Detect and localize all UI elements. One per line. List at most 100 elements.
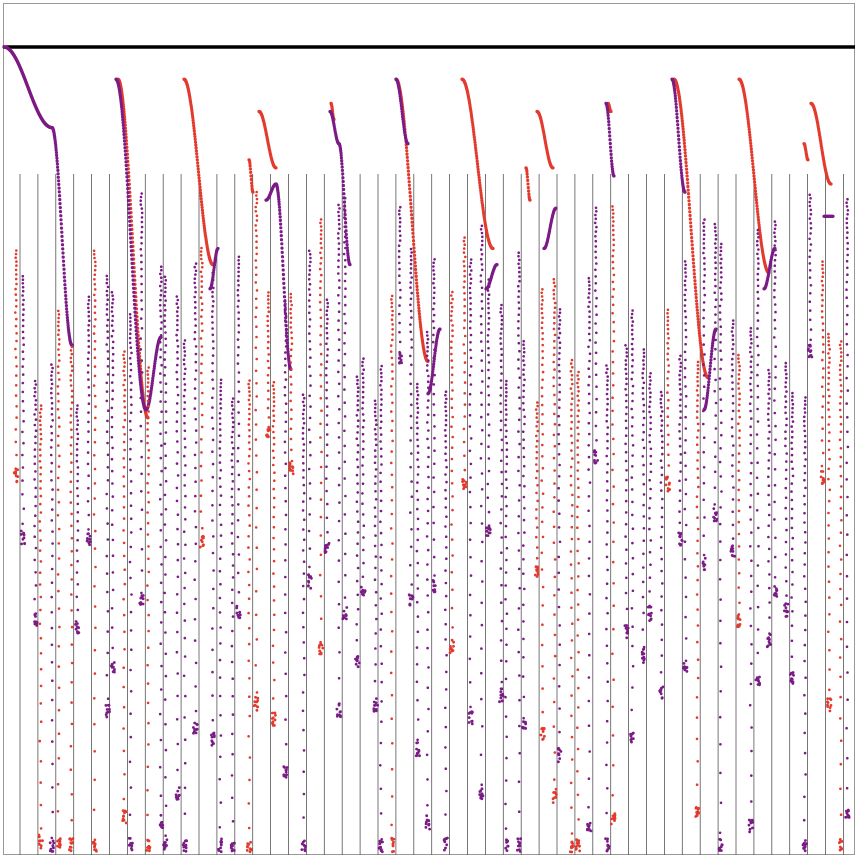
data-point [706,386,710,390]
data-point [319,652,323,656]
data-point [302,421,306,425]
data-point [519,837,523,840]
data-point [337,203,340,207]
data-point [254,408,257,412]
data-point [379,741,383,745]
data-point [110,415,114,419]
data-point [472,130,476,134]
data-point [38,583,42,586]
data-point [93,697,96,700]
data-point [354,662,358,666]
data-point [94,416,97,420]
data-point [34,584,38,587]
data-point [75,448,79,451]
data-point [409,281,413,284]
data-point [50,643,54,647]
data-point [266,381,270,385]
data-point [337,580,341,584]
data-point [426,730,430,733]
data-point [389,527,393,530]
data-point [302,476,305,479]
data-point [337,451,341,454]
data-point [69,470,73,474]
data-point [160,825,164,829]
data-point [56,392,60,396]
data-point [541,343,544,347]
data-point [557,357,561,361]
data-point [518,751,521,755]
data-point [379,471,382,475]
data-point [146,511,149,514]
data-point [256,699,259,703]
data-point [469,320,472,323]
data-point [487,322,490,325]
data-point [182,342,186,346]
data-point [147,570,151,574]
data-point [528,198,532,202]
data-point [176,393,180,397]
data-point [518,258,521,262]
data-point [523,415,526,419]
data-point [407,180,411,184]
data-point [199,296,203,300]
data-point [752,174,756,178]
data-point [541,466,545,470]
data-point [753,183,757,187]
data-point [557,486,560,490]
data-point [463,361,467,364]
data-point [499,359,503,363]
data-point [288,468,292,472]
data-point [284,420,288,424]
data-point [676,134,681,138]
data-point [125,179,129,183]
data-point [248,558,251,561]
data-point [284,543,287,546]
data-point [418,754,421,758]
data-point [123,365,126,368]
data-point [129,316,132,320]
data-point [122,369,125,373]
data-point [362,368,366,372]
data-point [266,314,269,318]
data-point [146,789,149,792]
data-point [480,792,484,796]
data-point [176,378,179,381]
data-point [569,387,573,390]
data-point [124,167,129,171]
data-point [289,361,293,364]
data-point [541,455,544,458]
data-point [51,554,54,558]
data-point [129,576,132,580]
data-point [75,549,79,552]
data-point [14,440,18,444]
data-point [218,447,222,450]
data-point [469,521,473,525]
data-point [522,389,525,393]
data-point [308,318,312,321]
data-point [471,128,475,132]
data-point [175,462,179,465]
data-point [61,255,65,259]
data-point [557,315,561,318]
data-point [50,698,54,702]
data-point [183,429,187,433]
data-point [193,453,197,457]
data-point [50,567,54,571]
data-point [693,279,697,283]
data-point [15,339,18,343]
data-point [337,222,341,226]
data-point [120,112,124,116]
data-point [444,418,448,422]
data-point [469,356,473,360]
data-point [355,579,359,583]
data-point [438,327,442,331]
data-point [134,325,138,329]
data-point [517,334,520,337]
data-point [145,849,149,852]
data-point [416,738,419,742]
data-point [39,560,43,563]
data-point [427,399,430,402]
data-point [56,810,60,813]
data-point [301,412,305,416]
data-point [381,840,384,844]
